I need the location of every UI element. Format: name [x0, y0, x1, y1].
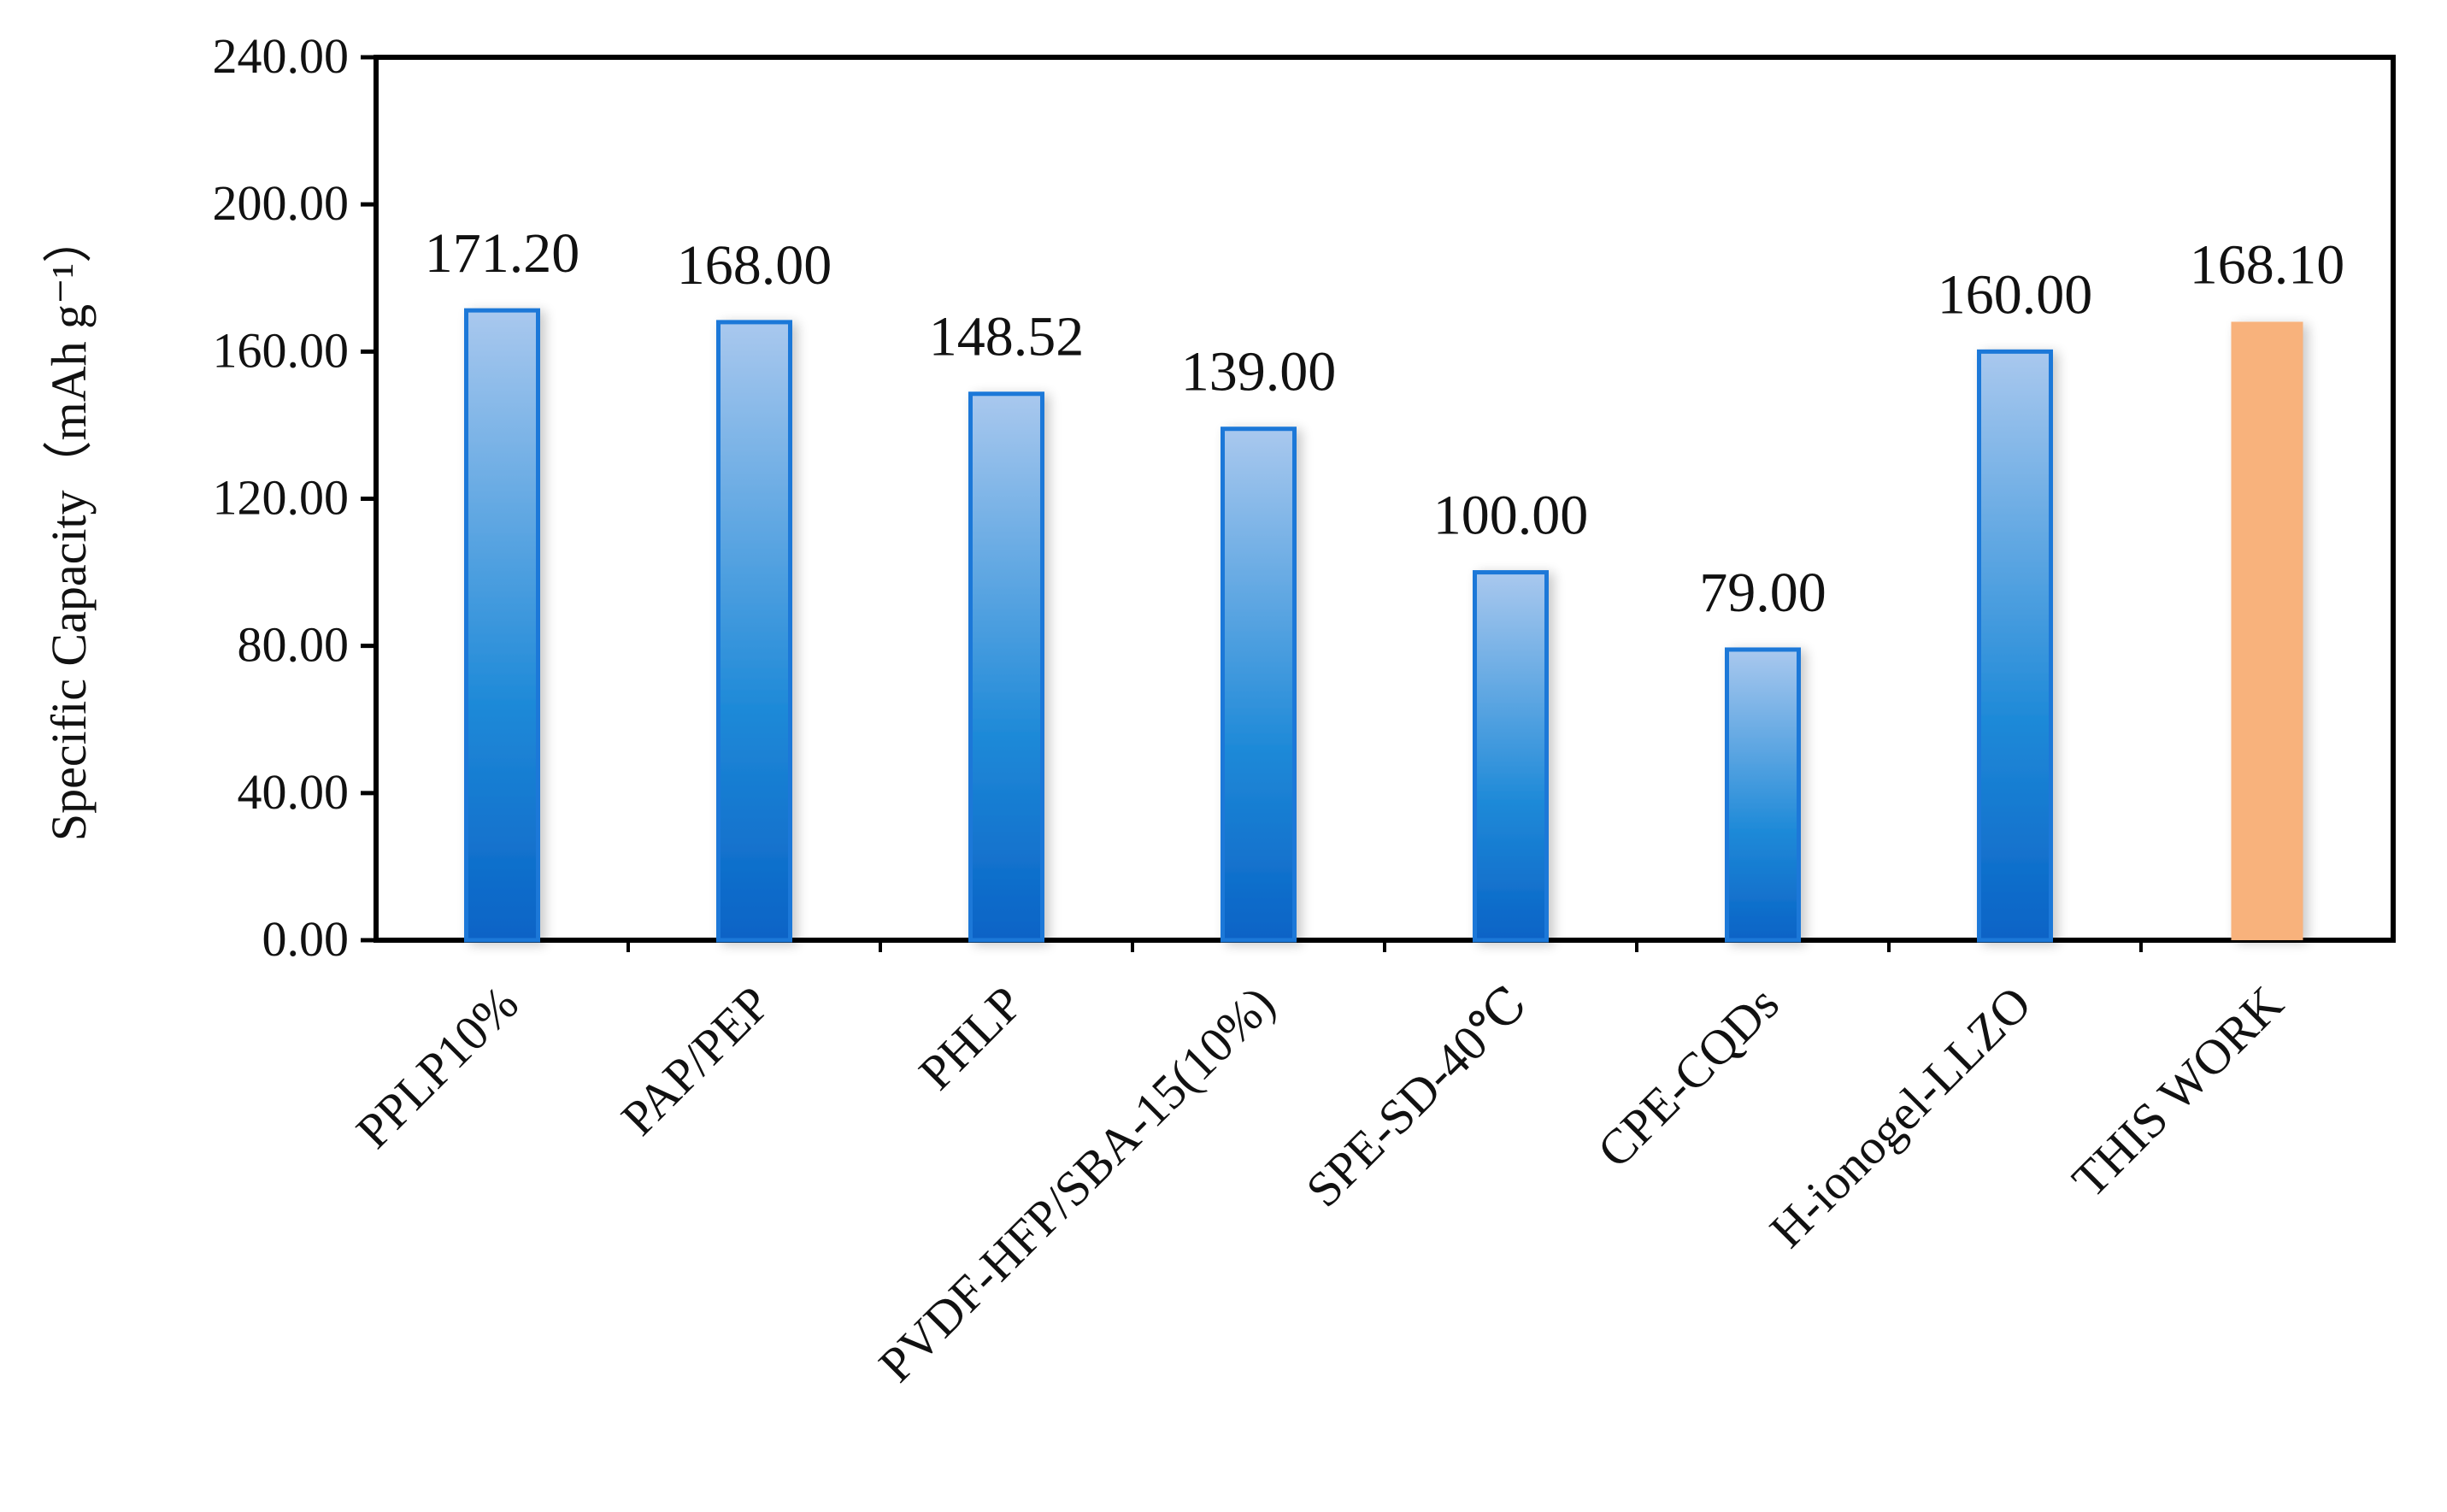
x-tick-label: THIS WORK — [2062, 975, 2294, 1208]
y-tick-label: 200.00 — [213, 175, 350, 231]
x-tick-label: PHLP — [908, 975, 1032, 1100]
x-tick-label: PPLP10% — [345, 975, 529, 1159]
y-tick-label: 40.00 — [238, 764, 350, 820]
y-tick-label: 160.00 — [213, 322, 350, 378]
y-axis-title: Specific Capacity（mAh g⁻¹） — [41, 214, 97, 841]
data-label: 79.00 — [1699, 562, 1826, 624]
x-tick-label: PAP/PEP — [610, 975, 781, 1146]
data-label: 100.00 — [1433, 485, 1589, 547]
bar — [716, 320, 792, 943]
bar — [1725, 647, 1801, 943]
data-label: 168.10 — [2190, 233, 2345, 296]
y-axis: 0.00 40.00 80.00 120.00 160.00 200.00 240.00 — [213, 28, 376, 967]
y-tick-label: 80.00 — [238, 617, 350, 673]
data-label: 168.00 — [677, 234, 832, 297]
y-tick-label: 120.00 — [213, 470, 350, 526]
bar — [464, 308, 540, 943]
x-tick-label: CPE-CQDs — [1586, 975, 1789, 1178]
bar — [1473, 570, 1549, 943]
data-label: 160.00 — [1938, 263, 2093, 326]
data-labels-layer: 171.20 168.00 148.52 139.00 100.00 79.00 160.0… — [425, 222, 2345, 624]
y-tick-label: 0.00 — [262, 911, 350, 967]
bar — [1977, 349, 2053, 943]
data-label: 139.00 — [1181, 341, 1337, 403]
data-label: 171.20 — [425, 222, 580, 285]
bar — [968, 391, 1044, 943]
x-tick-label: SPE-SD-40℃ — [1295, 975, 1537, 1217]
bar-highlight — [2231, 321, 2303, 940]
x-tick-label: H-ionogel-LLZO — [1759, 975, 2042, 1258]
bar — [1221, 427, 1297, 943]
plot-border — [374, 55, 2396, 943]
y-tick-label: 240.00 — [213, 28, 350, 84]
data-label: 148.52 — [929, 306, 1085, 368]
plot-frame — [374, 55, 2396, 943]
bars-layer — [464, 308, 2303, 943]
